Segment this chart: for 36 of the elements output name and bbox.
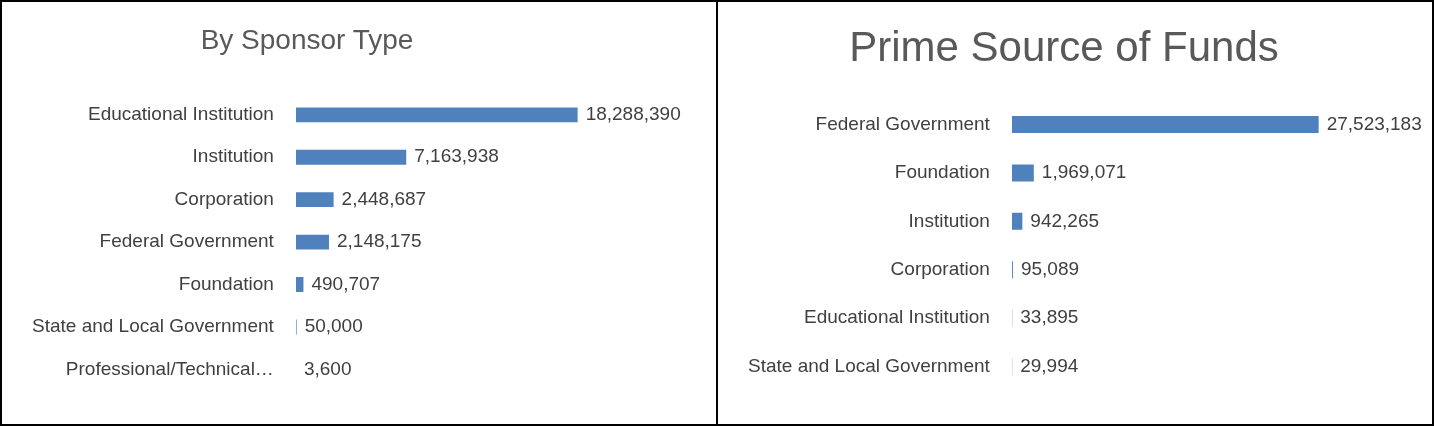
y-tick-label: Foundation: [178, 272, 274, 294]
data-label: 7,163,938: [414, 145, 499, 167]
bar: [1011, 164, 1034, 182]
data-label: 490,707: [311, 272, 381, 294]
y-tick-label: Federal Government: [815, 112, 991, 134]
y-tick-label: Educational Institution: [803, 306, 990, 328]
data-label: 2,448,687: [341, 187, 427, 209]
y-tick-label: Institution: [908, 209, 990, 231]
bar: [295, 192, 334, 208]
data-label: 50,000: [304, 315, 363, 337]
bar: [295, 234, 329, 250]
chart-title: Prime Source of Funds: [849, 22, 1279, 70]
y-tick-label: State and Local Government: [31, 315, 275, 337]
y-tick-label: State and Local Government: [747, 354, 991, 376]
data-label: 2,148,175: [336, 230, 422, 252]
y-tick-label: Institution: [192, 145, 274, 167]
data-label: 33,895: [1020, 306, 1079, 328]
y-tick-label: Corporation: [174, 187, 274, 209]
data-label: 942,265: [1030, 209, 1100, 231]
y-tick-label: Corporation: [890, 257, 990, 279]
bar: [295, 149, 407, 165]
data-label: 27,523,183: [1326, 112, 1422, 134]
bar: [1011, 116, 1319, 134]
bar: [295, 277, 304, 292]
bar: [1011, 212, 1023, 230]
data-label: 29,994: [1020, 354, 1079, 376]
data-label: 95,089: [1020, 257, 1080, 279]
data-label: 3,600: [303, 357, 352, 379]
y-tick-label: Professional/Technical…: [65, 357, 274, 379]
y-tick-label: Educational Institution: [87, 103, 274, 125]
y-tick-label: Foundation: [894, 161, 990, 183]
bar: [295, 107, 578, 123]
y-tick-label: Federal Government: [99, 230, 275, 252]
chart-title: By Sponsor Type: [200, 23, 414, 55]
data-label: 18,288,390: [585, 103, 681, 125]
data-label: 1,969,071: [1041, 161, 1127, 183]
